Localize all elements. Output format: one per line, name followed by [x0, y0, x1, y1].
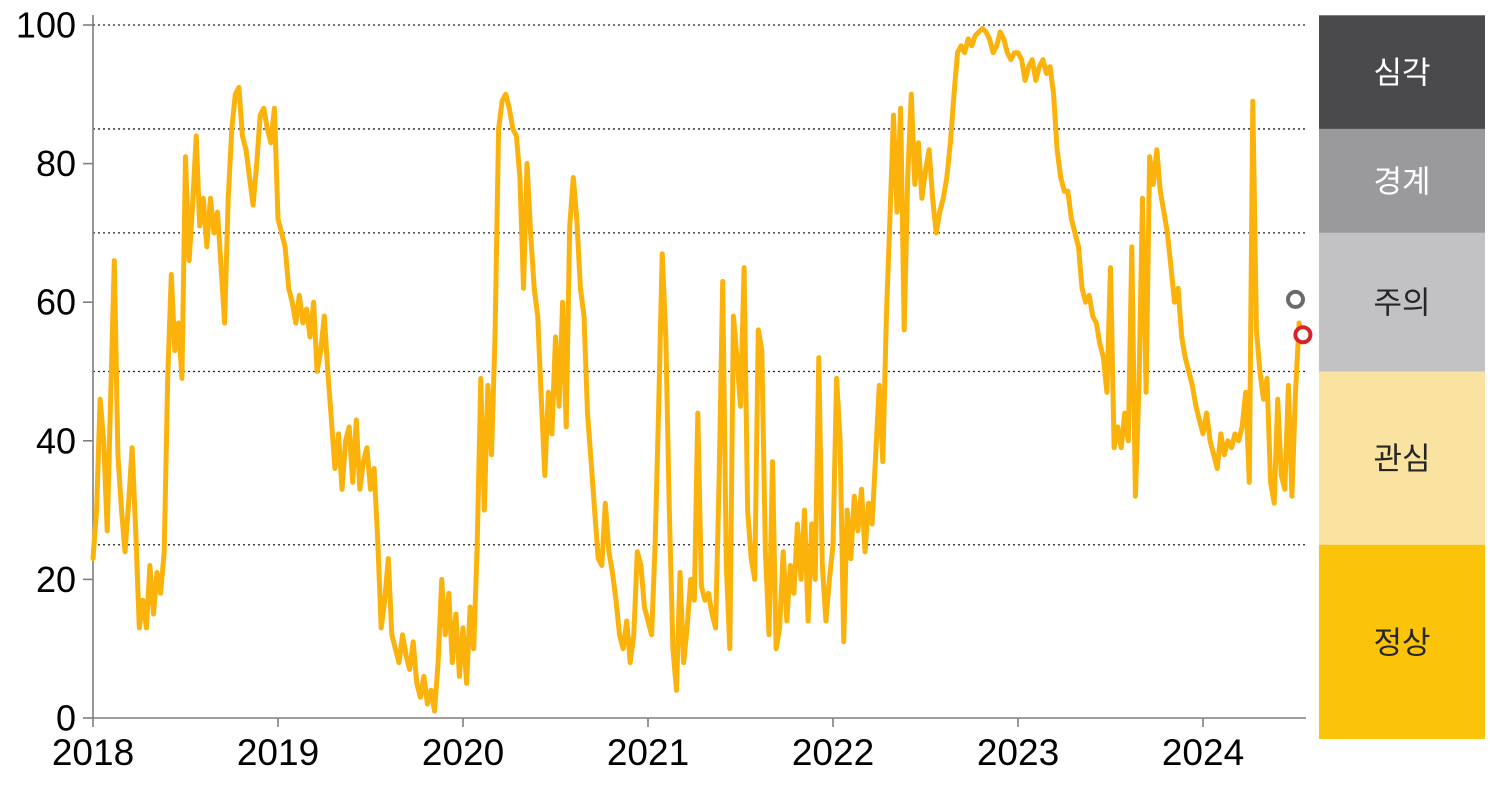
y-tick-label-80: 80	[36, 143, 76, 184]
legend-band-interest	[1319, 371, 1485, 545]
legend-label-caution: 주의	[1373, 286, 1430, 321]
y-tick-label-20: 20	[36, 559, 76, 600]
x-tick-label-2021: 2021	[607, 732, 689, 773]
x-tick-label-2018: 2018	[52, 732, 134, 773]
legend-label-interest: 관심	[1373, 442, 1430, 477]
legend-band-alert	[1319, 128, 1485, 233]
legend-band-severe	[1319, 15, 1485, 129]
x-tick-label-2024: 2024	[1162, 732, 1244, 773]
x-tick-label-2022: 2022	[792, 732, 874, 773]
y-tick-label-60: 60	[36, 282, 76, 323]
stress-index-line	[90, 26, 1306, 714]
legend-label-alert: 경계	[1373, 164, 1430, 199]
x-tick-label-2023: 2023	[977, 732, 1059, 773]
y-tick-label-100: 100	[16, 5, 76, 46]
latest-reading-marker	[1293, 325, 1313, 345]
x-tick-label-2019: 2019	[237, 732, 319, 773]
legend-label-severe: 심각	[1373, 56, 1430, 91]
legend-band-normal	[1319, 544, 1485, 739]
y-tick-label-40: 40	[36, 420, 76, 461]
legend-band-caution	[1319, 232, 1485, 372]
y-tick-label-0: 0	[56, 698, 76, 739]
previous-reading-marker	[1286, 289, 1305, 309]
x-tick-label-2020: 2020	[422, 732, 504, 773]
legend-label-normal: 정상	[1373, 625, 1430, 660]
